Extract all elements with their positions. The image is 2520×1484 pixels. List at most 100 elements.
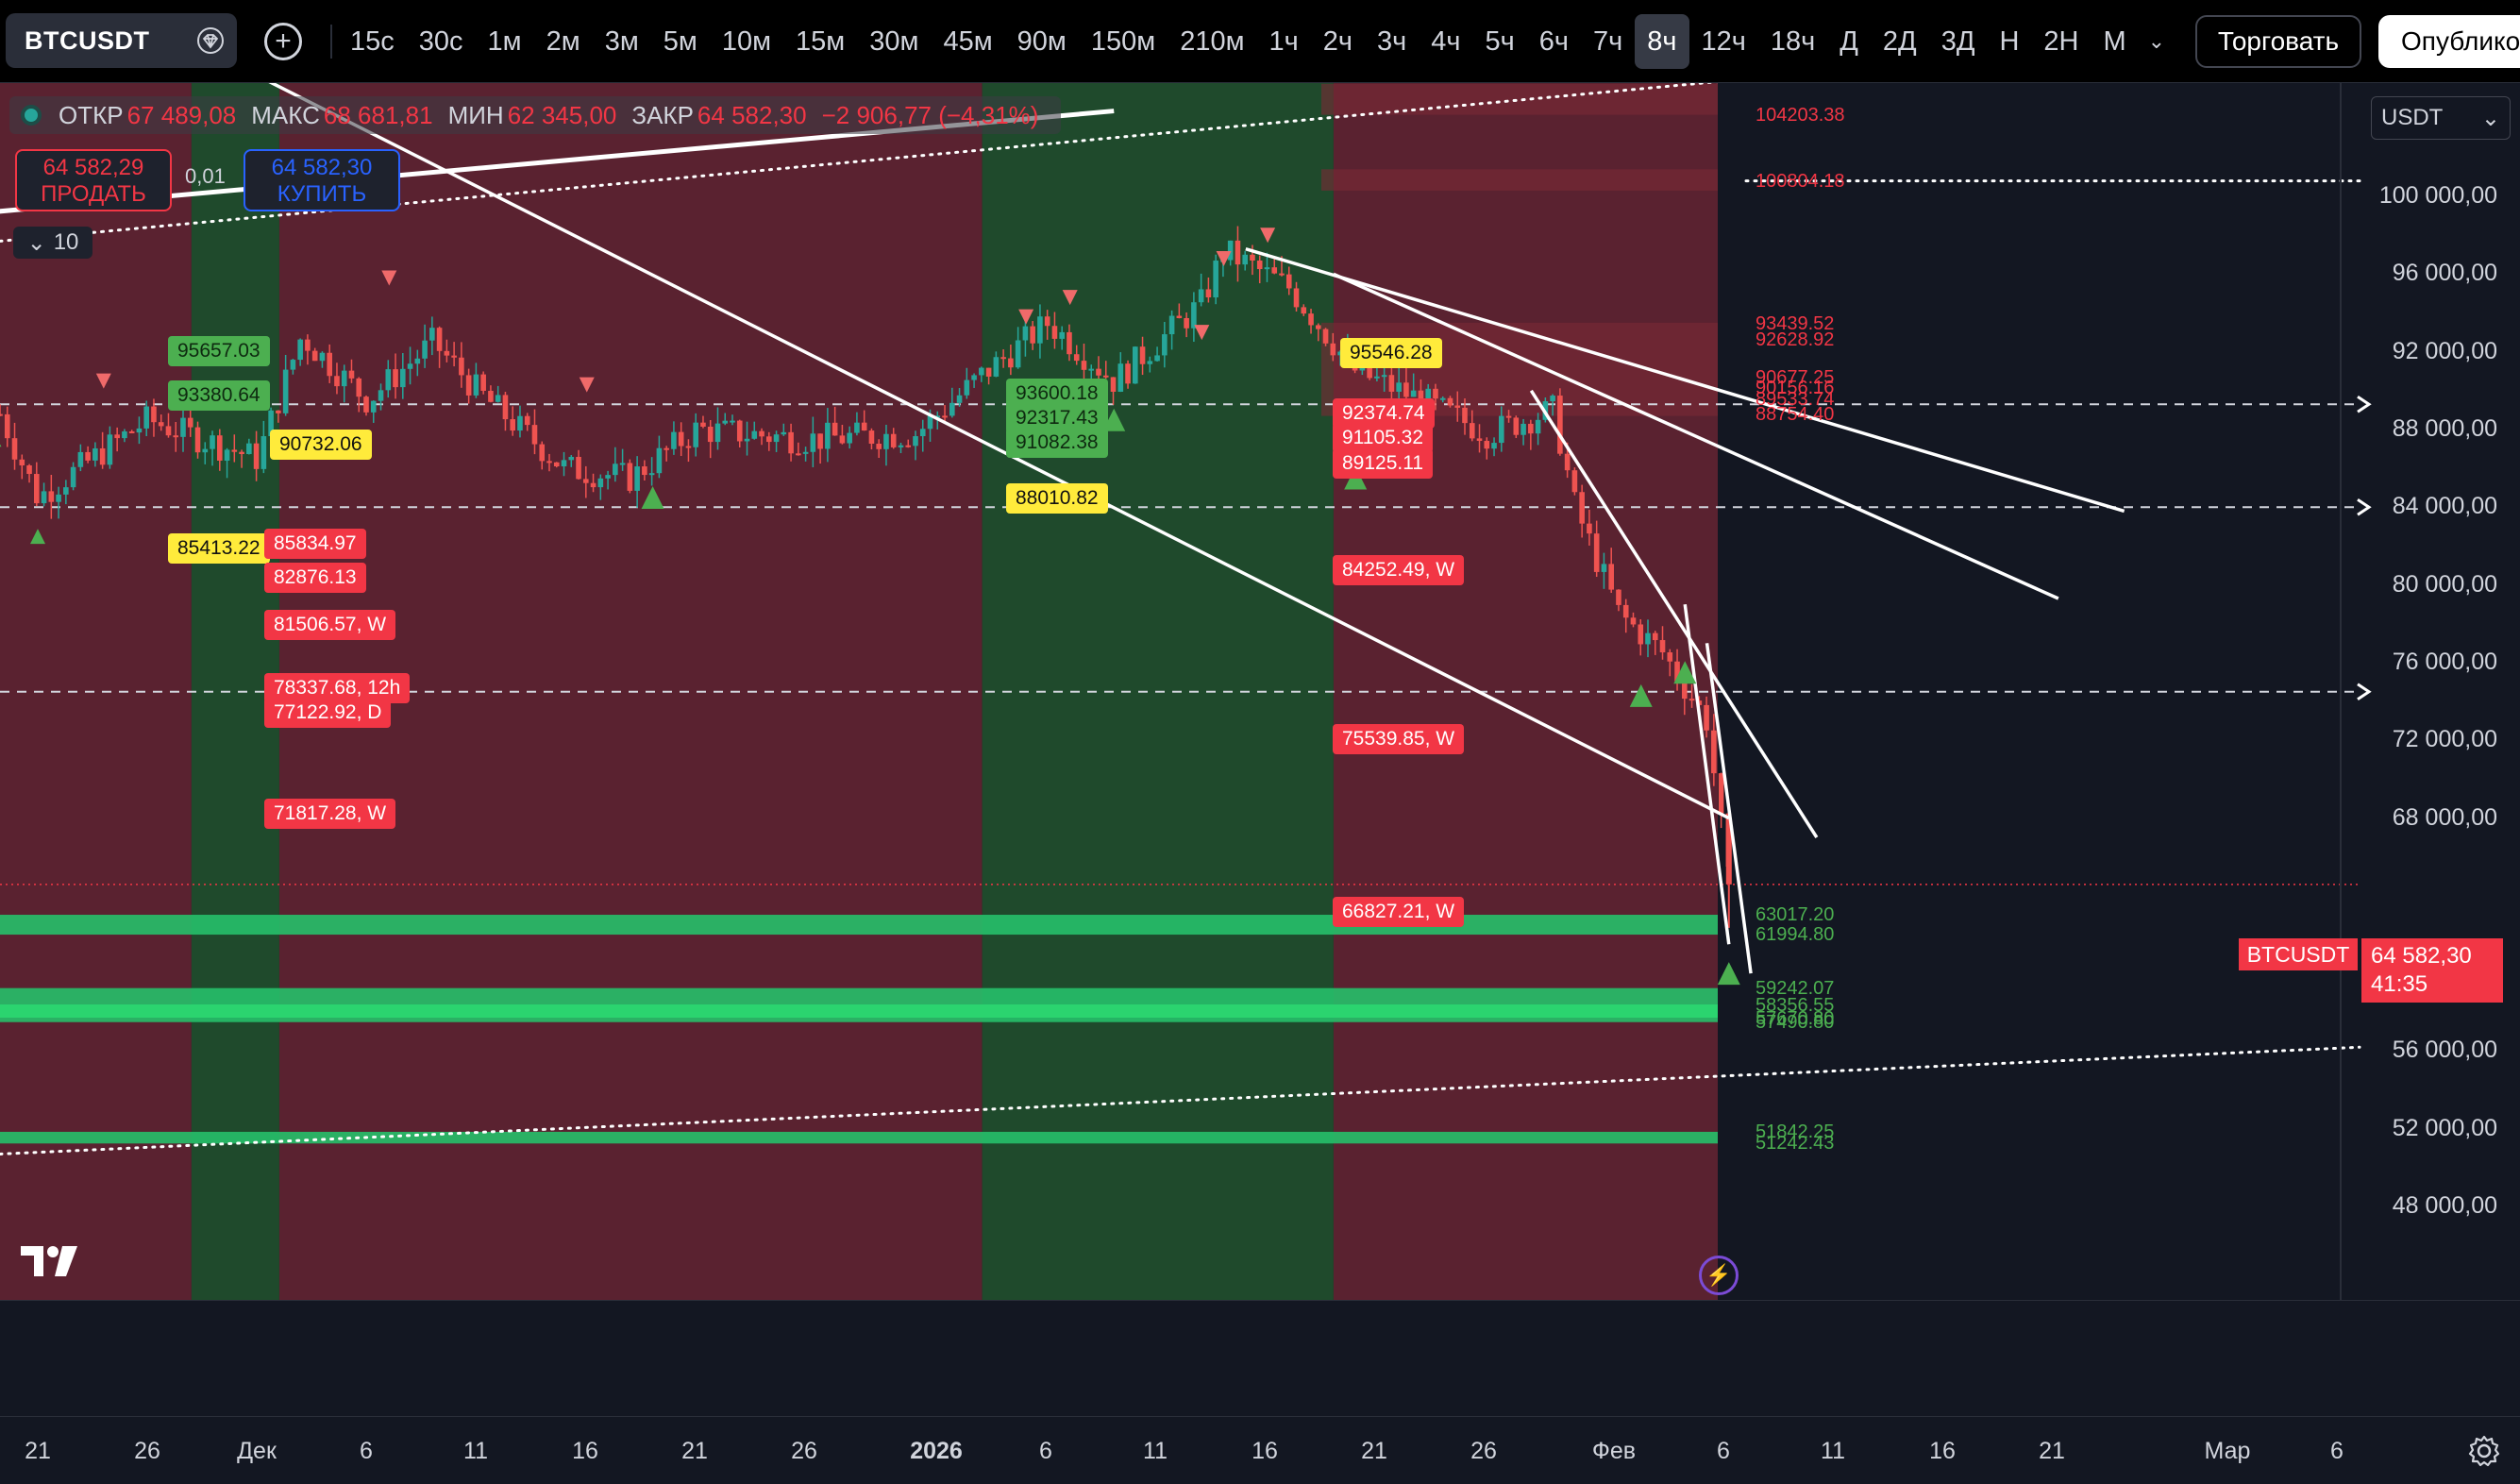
timeframe-17[interactable]: 5ч: [1485, 26, 1515, 57]
timeframe-16[interactable]: 4ч: [1431, 26, 1461, 57]
candle-body-106: [773, 434, 780, 443]
candle-body-62: [451, 355, 457, 358]
buy-signal-1: [641, 486, 664, 510]
timeframe-18[interactable]: 6ч: [1538, 26, 1570, 57]
price-tick-13: 48 000,00: [2392, 1192, 2497, 1219]
candle-body-17: [122, 430, 127, 439]
timeframe-20[interactable]: 8ч: [1635, 14, 1689, 69]
candle-body-217: [1587, 523, 1592, 534]
timeframe-7[interactable]: 15м: [796, 26, 846, 57]
timeframe-22[interactable]: 18ч: [1770, 26, 1816, 57]
timeframe-15[interactable]: 3ч: [1377, 26, 1407, 57]
market-status-icon: [21, 105, 42, 126]
sell-button[interactable]: 64 582,29 ПРОДАТЬ: [15, 149, 172, 211]
red-level-label-5: 71817.28, W: [264, 799, 396, 829]
candle-body-218: [1593, 533, 1600, 572]
lightning-icon[interactable]: ⚡: [1699, 1256, 1739, 1295]
candle-body-143: [1044, 316, 1050, 327]
candle-body-145: [1059, 331, 1065, 339]
candle-body-151: [1102, 375, 1109, 378]
candle-body-196: [1433, 388, 1438, 399]
candle-body-163: [1191, 302, 1197, 329]
symbol-search-button[interactable]: BTCUSDT: [6, 13, 237, 68]
open-label: ОТКР: [59, 100, 124, 129]
candle-body-168: [1227, 240, 1234, 261]
candle-body-104: [759, 430, 764, 437]
candle-body-39: [282, 369, 289, 413]
candle-body-197: [1439, 397, 1446, 400]
timeframe-12[interactable]: 210м: [1180, 26, 1245, 57]
candle-body-61: [444, 350, 450, 356]
time-tick-15: 6: [1717, 1438, 1730, 1464]
timeframe-26[interactable]: Н: [1999, 26, 2020, 57]
candle-body-135: [985, 367, 992, 377]
timeframe-more-chevron-icon[interactable]: ⌄: [2147, 29, 2166, 53]
time-axis[interactable]: 21 26 Дек 6 11 16 21 26 2026 6 11 16 21 26 Фев 6 11 16 21 М…: [0, 1416, 2520, 1484]
tradingview-logo[interactable]: [19, 1242, 83, 1280]
timeframe-14[interactable]: 2ч: [1322, 26, 1353, 57]
timeframe-25[interactable]: 3Д: [1940, 26, 1975, 57]
currency-select[interactable]: USDT ⌄: [2371, 96, 2511, 140]
chart-pane[interactable]: ОТКР 67 489,08 МАКС 68 681,81 МИН 62 345,00…: [0, 83, 2520, 1301]
candle-body-110: [802, 451, 809, 454]
publish-button[interactable]: Опубликовать: [2378, 15, 2520, 68]
trendline-2: [1245, 246, 2125, 514]
candle-body-90: [656, 447, 663, 474]
candle-body-72: [524, 415, 530, 426]
price-tick-2: 96 000,00: [2392, 260, 2497, 287]
candle-body-16: [114, 434, 120, 439]
timeframe-21[interactable]: 12ч: [1701, 26, 1746, 57]
timeframe-28[interactable]: М: [2103, 26, 2126, 57]
candle-body-45: [327, 352, 332, 377]
candle-body-30: [217, 435, 223, 461]
candle-body-155: [1133, 346, 1138, 384]
buy-button[interactable]: 64 582,30 КУПИТЬ: [244, 149, 400, 211]
candle-body-11: [77, 451, 84, 467]
candle-body-92: [671, 431, 677, 449]
green-right-level-7: 51242.43: [1756, 1133, 1835, 1155]
timeframe-19[interactable]: 7ч: [1593, 26, 1623, 57]
candle-body-36: [260, 436, 267, 469]
candle-body-73: [531, 425, 538, 445]
timeframe-23[interactable]: Д: [1840, 26, 1858, 57]
candle-body-47: [341, 370, 347, 387]
price-tick-4: 88 000,00: [2392, 415, 2497, 442]
red-level-label-1: 82876.13: [264, 563, 366, 593]
timeframe-1[interactable]: 30с: [418, 26, 463, 57]
timeframe-24[interactable]: 2Д: [1882, 26, 1917, 57]
timeframe-4[interactable]: 3м: [604, 26, 639, 57]
timeframe-11[interactable]: 150м: [1090, 26, 1156, 57]
candle-body-131: [956, 395, 963, 403]
settings-gear-icon[interactable]: [2467, 1434, 2501, 1468]
last-candle-body: [1725, 828, 1732, 885]
gem-icon[interactable]: [192, 23, 229, 59]
candle-body-212: [1550, 396, 1555, 402]
candle-body-215: [1571, 470, 1578, 493]
timeframe-0[interactable]: 15с: [350, 26, 395, 57]
candle-body-146: [1067, 331, 1072, 355]
candle-body-107: [781, 431, 787, 435]
indicators-toggle-button[interactable]: ⌄ 10: [13, 227, 92, 259]
candle-body-220: [1608, 564, 1614, 590]
trade-button[interactable]: Торговать: [2195, 15, 2361, 68]
chart-canvas[interactable]: [0, 83, 2520, 1301]
timeframe-2[interactable]: 1м: [487, 26, 522, 57]
timeframe-5[interactable]: 5м: [663, 26, 697, 57]
candle-body-23: [165, 426, 172, 436]
timeframe-27[interactable]: 2Н: [2043, 26, 2079, 57]
timeframe-9[interactable]: 45м: [943, 26, 993, 57]
candle-body-13: [92, 447, 98, 461]
yellow-level-label-1: 85413.22: [168, 533, 270, 564]
add-symbol-icon[interactable]: +: [264, 23, 302, 60]
timeframe-3[interactable]: 2м: [546, 26, 580, 57]
timeframe-10[interactable]: 90м: [1016, 26, 1067, 57]
candle-body-208: [1520, 423, 1526, 435]
candle-body-51: [370, 400, 377, 413]
timeframe-13[interactable]: 1ч: [1268, 26, 1299, 57]
candle-body-86: [627, 463, 633, 491]
candle-body-205: [1499, 415, 1504, 444]
candle-body-189: [1381, 375, 1387, 378]
timeframe-6[interactable]: 10м: [721, 26, 772, 57]
timeframe-8[interactable]: 30м: [869, 26, 919, 57]
candle-body-41: [297, 339, 303, 361]
